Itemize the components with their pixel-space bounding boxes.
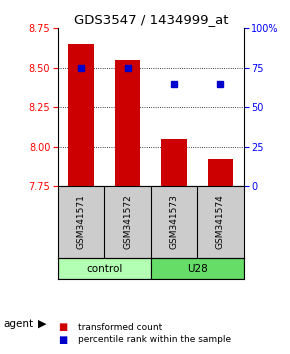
Text: agent: agent bbox=[3, 319, 33, 329]
Text: GSM341571: GSM341571 bbox=[77, 194, 86, 249]
Text: ▶: ▶ bbox=[38, 319, 46, 329]
Text: transformed count: transformed count bbox=[78, 323, 163, 332]
Title: GDS3547 / 1434999_at: GDS3547 / 1434999_at bbox=[74, 13, 228, 26]
Text: U28: U28 bbox=[187, 263, 208, 274]
Bar bbox=[161, 139, 187, 186]
Text: percentile rank within the sample: percentile rank within the sample bbox=[78, 335, 231, 344]
Text: ■: ■ bbox=[58, 322, 67, 332]
Text: GSM341573: GSM341573 bbox=[169, 194, 179, 249]
Bar bbox=[208, 159, 233, 186]
Bar bbox=[68, 44, 94, 186]
FancyBboxPatch shape bbox=[151, 258, 244, 279]
Text: control: control bbox=[86, 263, 123, 274]
FancyBboxPatch shape bbox=[58, 258, 151, 279]
Text: GSM341572: GSM341572 bbox=[123, 195, 132, 249]
Text: ■: ■ bbox=[58, 335, 67, 345]
Text: GSM341574: GSM341574 bbox=[216, 195, 225, 249]
Bar bbox=[115, 60, 140, 186]
